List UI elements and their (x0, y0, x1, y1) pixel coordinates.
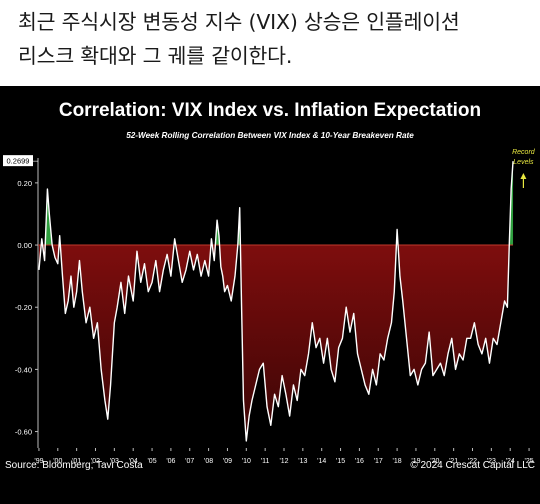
x-tick-label: '14 (317, 458, 326, 465)
x-tick-label: '03 (110, 458, 119, 465)
x-tick-label: '05 (147, 458, 156, 465)
last-value-box (3, 155, 33, 167)
x-tick-label: '15 (336, 458, 345, 465)
x-tick-label: '04 (129, 458, 138, 465)
y-tick-label: 0.00 (17, 241, 32, 250)
caption-line-1: 최근 주식시장 변동성 지수 (VIX) 상승은 인플레이션 (18, 10, 460, 34)
x-tick-label: '24 (506, 458, 515, 465)
y-tick-label: 0.20 (17, 179, 32, 188)
x-tick-label: '08 (204, 458, 213, 465)
x-tick-label: '20 (430, 458, 439, 465)
correlation-line (38, 161, 514, 442)
x-tick-label: '19 (411, 458, 420, 465)
correlation-chart: 0.20 0.00 -0.20 -0.40 -0.60 '99 '00 '01 '02 '03 '0… (3, 149, 536, 465)
annotation-text: Levels (513, 159, 534, 166)
x-tick-label: '10 (242, 458, 251, 465)
x-tick-label: '17 (374, 458, 383, 465)
x-tick-label: '23 (487, 458, 496, 465)
negative-area (38, 245, 510, 441)
x-tick-label: '22 (468, 458, 477, 465)
copyright-note: © 2024 Crescat Capital LLC (410, 460, 535, 471)
x-tick-label: '25 (524, 458, 533, 465)
x-tick-label: '13 (298, 458, 307, 465)
x-tick-label: '07 (185, 458, 194, 465)
x-tick-label: '11 (261, 458, 270, 465)
chart-subtitle: 52-Week Rolling Correlation Between VIX … (126, 131, 414, 140)
x-tick-label: '12 (279, 458, 288, 465)
caption-header: 최근 주식시장 변동성 지수 (VIX) 상승은 인플레이션 리스크 확대와 그… (0, 0, 540, 86)
x-tick-label: '01 (72, 458, 81, 465)
y-tick-label: -0.20 (15, 303, 32, 312)
y-tick-label: -0.60 (15, 428, 32, 437)
x-tick-label: '09 (223, 458, 232, 465)
x-tick-label: '21 (449, 458, 458, 465)
annotation-arrow-head (520, 173, 527, 179)
x-tick-label: '02 (91, 458, 100, 465)
chart-title: Correlation: VIX Index vs. Inflation Exp… (58, 100, 482, 121)
y-tick-label: -0.40 (15, 365, 32, 374)
chart-panel: 0.20 0.00 -0.20 -0.40 -0.60 '99 '00 '01 '02 '03 '0… (0, 86, 540, 504)
source-note: Source: Bloomberg; Tavi Costa (5, 460, 143, 471)
last-value-label: 0.2699 (7, 157, 30, 166)
x-tick-label: '99 (34, 458, 43, 465)
x-tick-label: '06 (166, 458, 175, 465)
x-tick-label: '16 (355, 458, 364, 465)
annotation-text: Record (512, 149, 536, 156)
x-tick-label: '18 (393, 458, 402, 465)
x-tick-label: '00 (53, 458, 62, 465)
caption-line-2: 리스크 확대와 그 궤를 같이한다. (18, 44, 293, 68)
